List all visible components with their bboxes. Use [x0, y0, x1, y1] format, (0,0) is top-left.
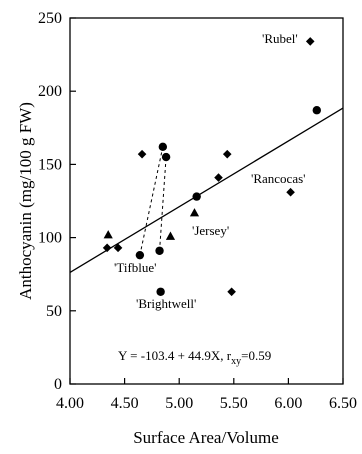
x-tick-label: 6.50	[329, 395, 357, 412]
triangle-point	[103, 230, 113, 239]
x-axis-ticks: 4.00 4.50 5.00 5.50 6.00 6.50	[56, 378, 357, 412]
circle-point	[161, 152, 171, 162]
dashed-links	[139, 146, 167, 256]
dashed-link	[139, 146, 164, 256]
x-tick-label: 4.00	[56, 395, 84, 412]
equation-prefix: Y = -103.4 + 44.9X, r	[118, 348, 232, 363]
y-tick-label: 50	[46, 303, 62, 320]
annotation-tifblue: 'Tifblue'	[114, 260, 157, 275]
y-tick-label: 250	[38, 10, 62, 27]
annotation-rancocas: 'Rancocas'	[251, 171, 306, 186]
diamond-point	[222, 149, 232, 159]
y-tick-label: 0	[54, 376, 62, 393]
x-tick-label: 4.50	[111, 395, 139, 412]
circle-point	[158, 142, 168, 152]
y-axis-title: Anthocyanin (mg/100 g FW)	[16, 102, 35, 300]
x-tick-label: 5.00	[165, 395, 193, 412]
y-tick-label: 100	[38, 230, 62, 247]
annotation-jersey: 'Jersey'	[192, 223, 229, 238]
diamond-point	[305, 37, 315, 46]
dashed-link	[159, 157, 167, 251]
circle-point	[135, 250, 145, 260]
regression-line	[69, 107, 344, 274]
triangle-point	[189, 208, 200, 217]
x-tick-label: 5.50	[220, 395, 248, 412]
y-tick-label: 150	[38, 156, 62, 173]
circle-point	[155, 246, 164, 255]
annotation-rubel: 'Rubel'	[262, 31, 298, 46]
diamond-point	[214, 173, 223, 182]
data-points	[102, 37, 321, 297]
x-axis-title: Surface Area/Volume	[133, 428, 279, 447]
equation-suffix: =0.59	[241, 348, 271, 363]
regression-equation: Y = -103.4 + 44.9X, rxy=0.59	[118, 348, 271, 367]
circle-point	[192, 192, 201, 201]
diamond-point	[113, 243, 123, 253]
y-tick-label: 200	[38, 83, 62, 100]
triangle-point	[165, 231, 176, 240]
plot-frame	[69, 17, 344, 385]
y-axis-ticks: 0 50 100 150 200 250	[38, 10, 76, 393]
diamond-point	[137, 149, 147, 159]
equation-subscript: xy	[231, 356, 241, 367]
annotation-brightwell: 'Brightwell'	[136, 296, 196, 311]
circle-point	[312, 106, 321, 115]
circle-point	[156, 287, 165, 296]
x-tick-label: 6.00	[274, 395, 302, 412]
diamond-point	[102, 243, 112, 253]
diamond-point	[227, 287, 236, 297]
diamond-point	[286, 187, 295, 197]
